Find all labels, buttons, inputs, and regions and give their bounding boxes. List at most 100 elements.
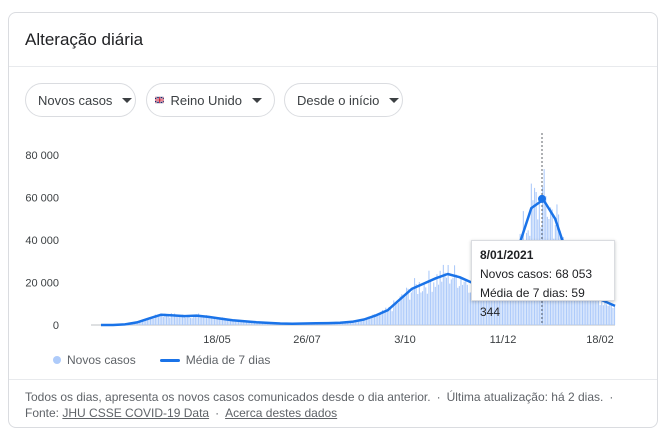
daily-case-bar (361, 321, 363, 325)
daily-case-bar (370, 317, 372, 325)
daily-case-bar (393, 300, 395, 325)
uk-flag-icon (155, 96, 165, 104)
daily-case-bar (436, 274, 438, 325)
daily-case-bar (396, 300, 398, 325)
daily-case-bar (596, 294, 598, 325)
daily-case-bar (374, 314, 376, 325)
daily-case-bar (234, 320, 236, 325)
daily-case-bar (502, 286, 504, 325)
daily-case-bar (202, 316, 204, 325)
bars-legend-label: Novos casos (67, 353, 136, 367)
source-link[interactable]: JHU CSSE COVID-19 Data (62, 406, 210, 420)
daily-case-bar (142, 321, 144, 325)
tooltip-new-cases: Novos casos: 68 053 (480, 267, 593, 281)
daily-case-bar (590, 294, 592, 325)
daily-case-bar (180, 316, 182, 325)
daily-case-bar (458, 286, 460, 325)
line-legend-label: Média de 7 dias (185, 353, 271, 367)
tooltip-7day-average: Média de 7 dias: 59 344 (480, 286, 585, 319)
daily-case-bar (260, 322, 262, 325)
daily-case-bar (239, 320, 241, 325)
daily-case-bar (382, 310, 384, 325)
bars-legend-swatch (53, 356, 61, 364)
daily-case-bar (244, 320, 246, 325)
daily-case-bar (262, 323, 264, 325)
daily-case-bar (161, 315, 163, 325)
period-dropdown[interactable]: Desde o início (284, 83, 403, 117)
daily-case-bar (604, 301, 606, 325)
daily-case-bar (342, 323, 344, 325)
header-divider (9, 66, 657, 67)
daily-case-bar (482, 290, 484, 325)
daily-case-bar (223, 317, 225, 325)
daily-case-bar (594, 290, 596, 325)
daily-case-bar (380, 311, 382, 325)
daily-case-bar (414, 278, 416, 325)
daily-case-bar (252, 322, 254, 325)
daily-case-bar (156, 316, 158, 325)
daily-case-bar (215, 319, 217, 325)
y-tick-label: 40 000 (25, 235, 59, 247)
daily-case-bar (386, 309, 388, 325)
daily-case-bar (212, 318, 214, 325)
daily-case-bar (439, 270, 441, 325)
daily-case-bar (210, 318, 212, 325)
daily-case-bar (598, 296, 600, 325)
daily-case-bar (190, 318, 192, 325)
daily-case-bar (378, 313, 380, 325)
x-tick-label: 11/12 (490, 334, 517, 346)
daily-case-bar (153, 318, 155, 325)
daily-case-bar (425, 287, 427, 325)
daily-case-bar (198, 313, 200, 325)
daily-case-bar (214, 316, 216, 325)
daily-case-bar (606, 304, 608, 325)
daily-case-bar (345, 322, 347, 325)
daily-case-bar (162, 316, 164, 325)
daily-case-bar (249, 321, 251, 325)
region-dropdown-label: Reino Unido (170, 92, 242, 108)
about-data-link[interactable]: Acerca destes dados (225, 406, 338, 420)
y-tick-label: 20 000 (25, 278, 59, 290)
x-tick-label: 18/05 (203, 334, 231, 346)
daily-case-bar (399, 296, 401, 325)
daily-case-bar (369, 317, 371, 325)
daily-case-bar (434, 286, 436, 325)
daily-case-bar (452, 277, 454, 325)
tooltip-date: 8/01/2021 (480, 248, 534, 262)
daily-case-bar (255, 322, 257, 325)
region-dropdown[interactable]: Reino Unido (146, 83, 275, 117)
daily-case-bar (470, 292, 472, 325)
daily-case-bar (607, 305, 609, 325)
daily-case-bar (175, 315, 177, 325)
daily-case-bar (218, 317, 220, 325)
daily-case-bar (356, 320, 358, 325)
seven-day-average-line (101, 198, 616, 327)
daily-case-bar (585, 291, 587, 325)
daily-case-bar (500, 281, 502, 325)
daily-case-bar (167, 316, 169, 325)
daily-case-bar (138, 321, 140, 325)
daily-case-bar (423, 283, 425, 325)
daily-case-bar (191, 318, 193, 325)
daily-case-bar (230, 319, 232, 325)
daily-case-bar (460, 278, 462, 325)
daily-case-bar (206, 315, 208, 325)
daily-case-bar (468, 292, 470, 325)
daily-case-bar (196, 315, 198, 325)
footer-source-prefix: Fonte: (25, 406, 60, 420)
caret-down-icon (252, 97, 262, 103)
daily-case-bar (174, 313, 176, 325)
daily-case-bar (250, 321, 252, 325)
metric-dropdown[interactable]: Novos casos (25, 83, 136, 117)
period-dropdown-label: Desde o início (297, 92, 380, 108)
daily-case-bar (465, 279, 467, 325)
daily-case-bar (438, 284, 440, 325)
daily-case-bar (354, 321, 356, 325)
daily-case-bar (228, 319, 230, 325)
daily-case-bar (233, 320, 235, 325)
line-legend-swatch (159, 358, 180, 362)
daily-case-bar (474, 283, 476, 325)
daily-case-bar (404, 296, 406, 325)
daily-case-bar (217, 319, 219, 325)
daily-case-bar (377, 314, 379, 325)
